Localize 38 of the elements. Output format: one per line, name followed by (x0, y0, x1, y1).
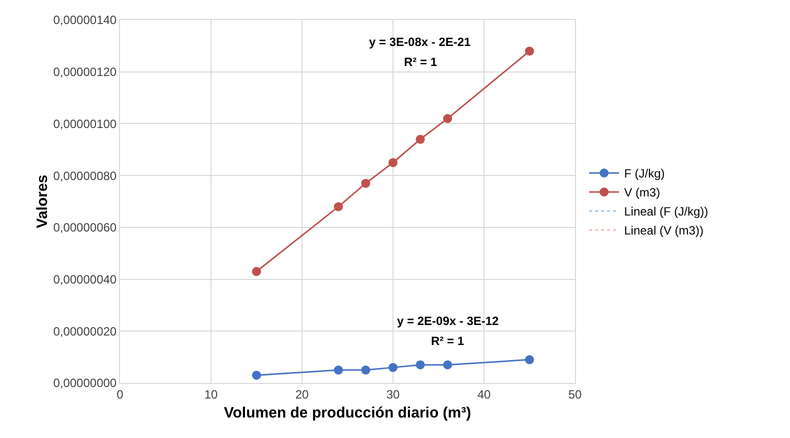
point (388, 158, 398, 168)
legend-label: F (J/kg) (624, 166, 665, 181)
legend-label: Lineal (F (J/kg)) (624, 204, 708, 219)
point (525, 46, 534, 56)
point (252, 370, 261, 380)
legend-label: V (m3) (624, 186, 660, 200)
y-tick-label: 0,00000100 (53, 116, 117, 131)
x-tick-label: 50 (568, 387, 582, 402)
point (443, 114, 452, 124)
y-tick-label: 0,00000080 (53, 168, 117, 183)
y-tick-label: 0,00000060 (53, 220, 117, 235)
y-tick-label: 0,00000120 (53, 65, 117, 80)
annotation: R² = 1 (404, 55, 438, 69)
x-tick-label: 40 (477, 387, 491, 402)
point (443, 360, 452, 370)
point (334, 366, 343, 375)
point (361, 366, 370, 375)
x-tick-label: 10 (204, 387, 218, 402)
point (525, 355, 534, 364)
point (361, 178, 370, 188)
x-axis-title: Volumen de producción diario (m³) (224, 404, 472, 422)
point (416, 134, 425, 144)
legend-label: Lineal (V (m3)) (624, 224, 704, 238)
y-axis-title: Valores (34, 174, 52, 228)
x-tick-label: 30 (386, 387, 400, 402)
y-tick-label: 0,00000140 (53, 13, 117, 28)
y-tick-label: 0,00000000 (53, 376, 117, 390)
x-tick-label: 0 (116, 387, 124, 402)
y-tick-label: 0,00000040 (53, 272, 117, 286)
annotation: R² = 1 (431, 334, 464, 348)
annotation: y = 3E-08x - 2E-21 (369, 35, 472, 49)
point (252, 267, 261, 276)
x-tick-label: 20 (295, 387, 309, 402)
point (416, 360, 425, 370)
y-tick-label: 0,00000020 (53, 324, 117, 338)
annotation: y = 2E-09x - 3E-12 (397, 314, 500, 328)
point (334, 202, 343, 212)
point (388, 362, 398, 372)
